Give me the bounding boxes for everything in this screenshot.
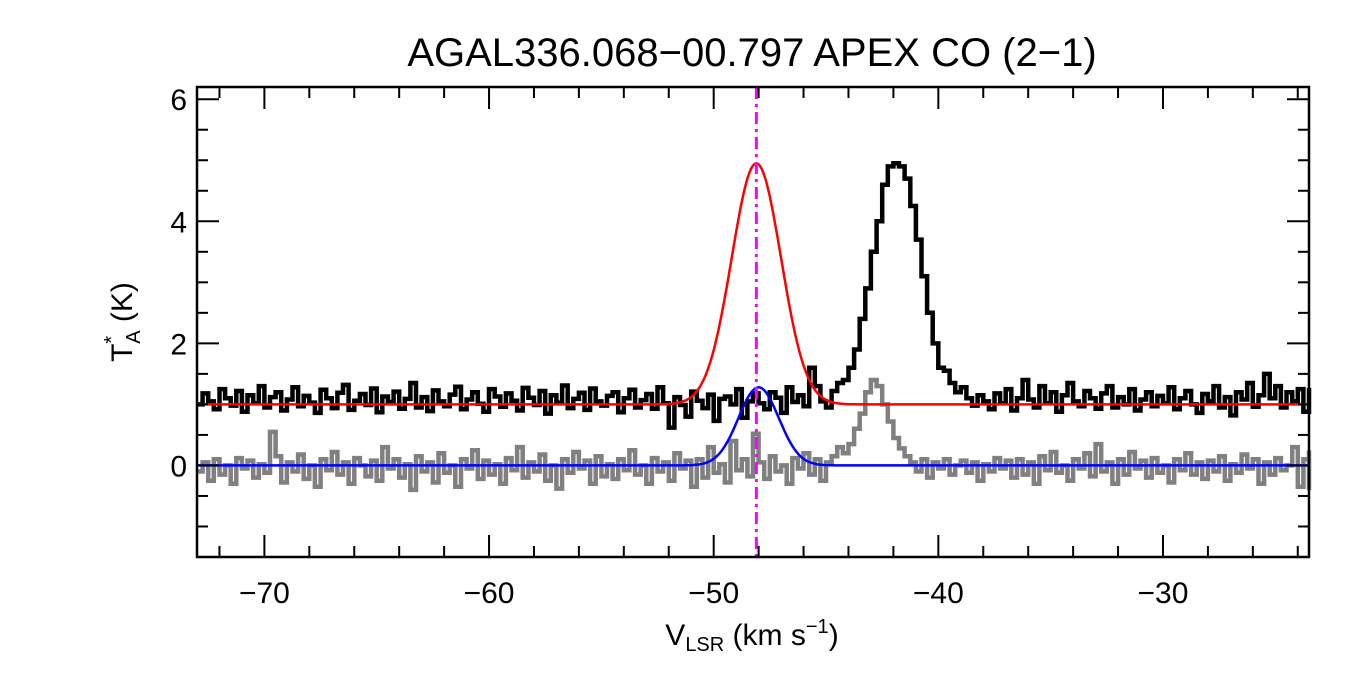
series-layer xyxy=(197,161,1312,493)
ticks-layer xyxy=(197,87,1309,558)
y-axis-label-unit: (K) xyxy=(106,282,139,330)
x-tick-label: −40 xyxy=(913,577,964,610)
y-tick-label: 6 xyxy=(170,84,187,117)
y-axis-label-sub: A xyxy=(123,330,145,344)
y-tick-label: 0 xyxy=(170,450,187,483)
plot-area xyxy=(195,85,1312,559)
y-axis-label: T*A (K) xyxy=(101,282,145,362)
spectrum-series-1 xyxy=(197,377,1312,493)
x-axis-label-close: ) xyxy=(829,619,839,652)
fit-curve-2 xyxy=(197,161,1309,406)
x-axis-label-unit: (km s xyxy=(724,619,806,652)
x-tick-label: −30 xyxy=(1138,577,1189,610)
chart-title: AGAL336.068−00.797 APEX CO (2−1) xyxy=(407,31,1096,75)
x-tick-label: −50 xyxy=(688,577,739,610)
x-tick-label: −70 xyxy=(239,577,290,610)
x-axis-label-main: V xyxy=(665,619,685,652)
plot-frame xyxy=(195,85,1311,559)
x-tick-labels: −70 −60 −50 −40 −30 xyxy=(239,577,1188,610)
x-axis-label-sub: LSR xyxy=(685,634,724,656)
y-axis-label-sup: * xyxy=(101,336,123,344)
x-axis-label-sup: −1 xyxy=(806,616,829,638)
x-axis-label: VLSR (km s−1) xyxy=(665,616,838,656)
fit-curve-3 xyxy=(197,386,1309,467)
y-tick-label: 4 xyxy=(170,206,187,239)
y-axis-label-main: T xyxy=(106,344,139,362)
spectrum-series-0 xyxy=(197,161,1312,430)
y-tick-label: 2 xyxy=(170,328,187,361)
x-tick-label: −60 xyxy=(464,577,515,610)
y-tick-labels: 0 2 4 6 xyxy=(170,84,187,483)
